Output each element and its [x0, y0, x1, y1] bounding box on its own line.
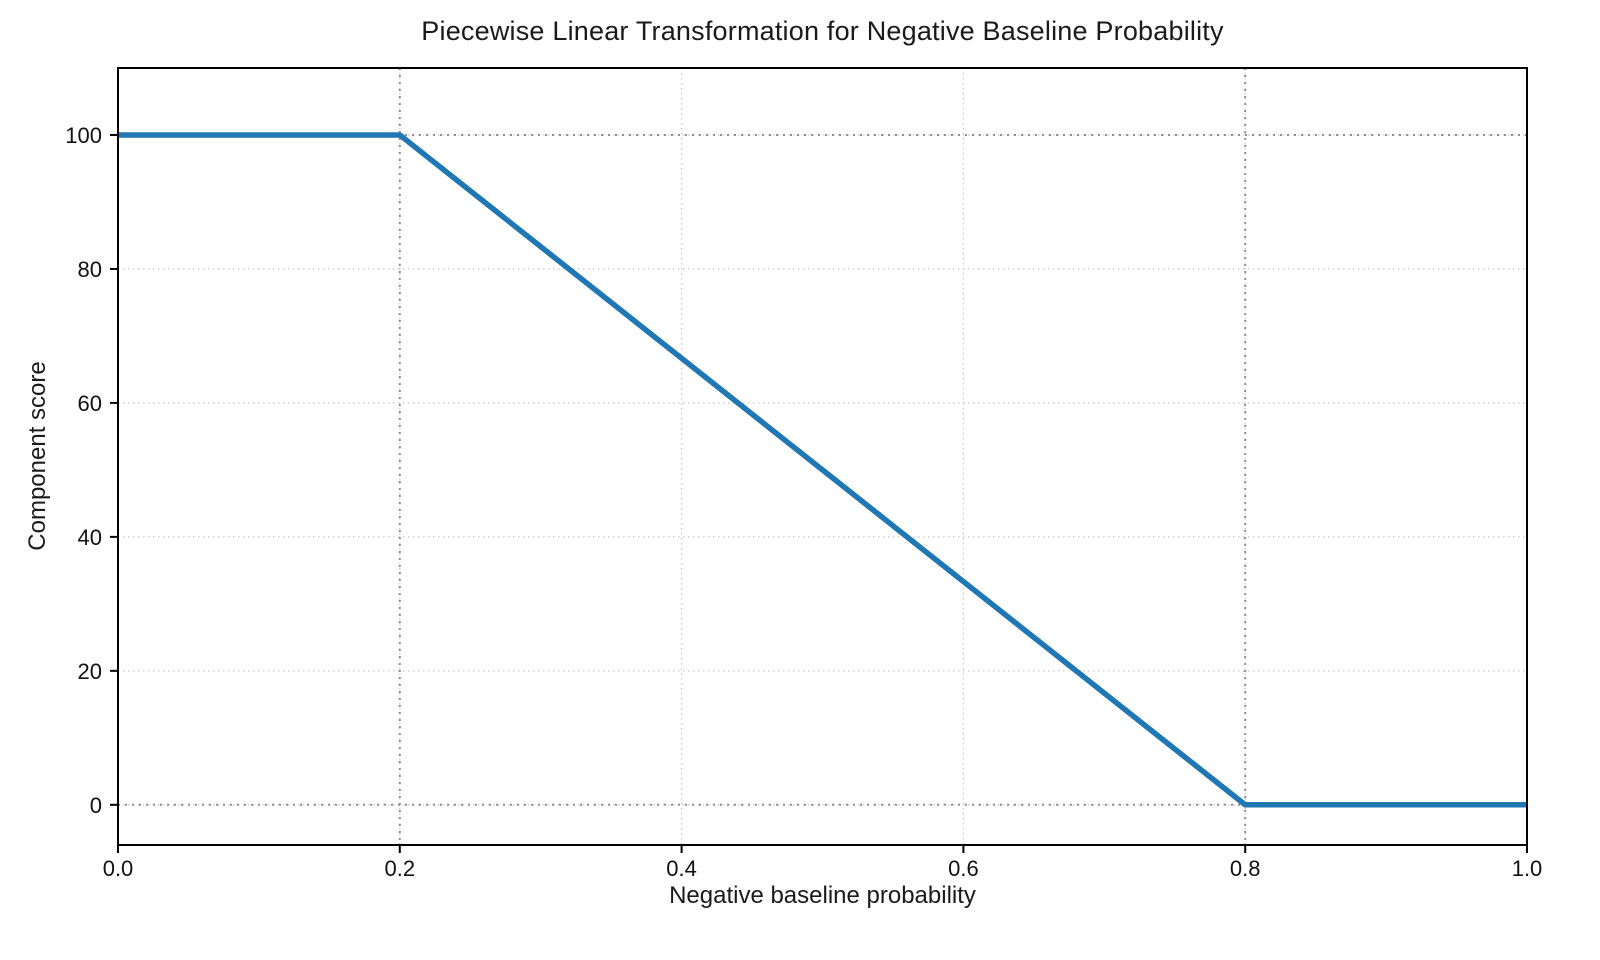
x-axis-label: Negative baseline probability — [669, 882, 976, 909]
x-tick-label: 0.0 — [103, 856, 134, 881]
x-tick-label: 0.2 — [385, 856, 416, 881]
y-tick-label: 20 — [78, 659, 102, 684]
y-tick-label: 80 — [78, 257, 102, 282]
y-tick-label: 40 — [78, 525, 102, 550]
plot-border — [117, 67, 1528, 846]
x-tick-label: 0.8 — [1230, 856, 1261, 881]
x-tick-label: 1.0 — [1512, 856, 1543, 881]
x-tick-label: 0.4 — [666, 856, 697, 881]
x-tick-label: 0.6 — [948, 856, 979, 881]
y-tick-label: 100 — [65, 123, 102, 148]
chart-title: Piecewise Linear Transformation for Nega… — [421, 16, 1224, 46]
line-series — [118, 132, 1527, 808]
y-tick-label: 0 — [90, 793, 102, 818]
y-tick-label: 60 — [78, 391, 102, 416]
y-axis-label: Component score — [24, 361, 51, 551]
